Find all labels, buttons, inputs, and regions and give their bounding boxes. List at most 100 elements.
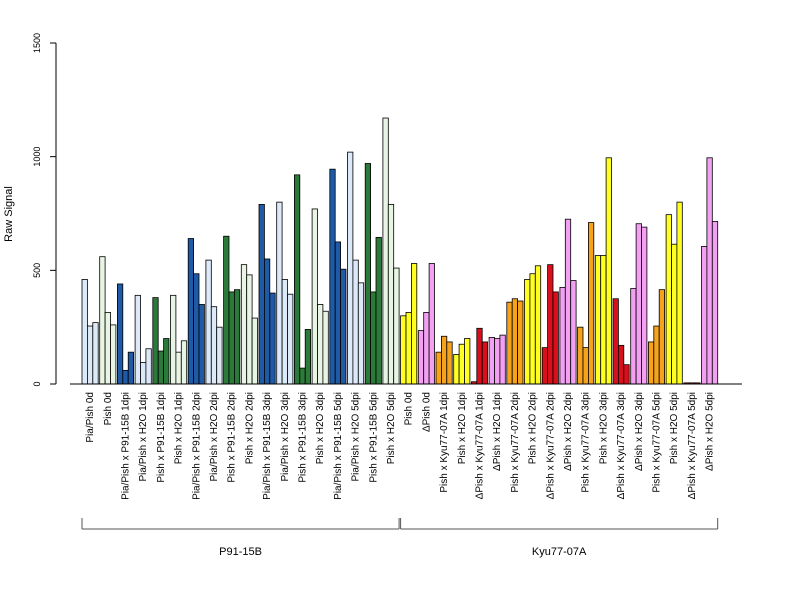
bar — [329, 168, 336, 385]
bar — [163, 338, 170, 385]
bar — [92, 322, 99, 385]
bar — [582, 347, 589, 385]
bar — [127, 351, 134, 385]
bar — [630, 288, 637, 385]
bar — [81, 279, 88, 385]
x-tick-label: Pia/Pish x H2O 5dpi — [351, 392, 362, 482]
bar — [287, 293, 294, 385]
bar — [400, 315, 407, 385]
bar — [152, 297, 159, 385]
bar — [334, 241, 342, 385]
x-tick-label: ΔPish x H2O 2dpi — [563, 392, 574, 471]
x-tick-label: Pia/Pish x P91-15B 2dpi — [191, 392, 202, 500]
bar — [205, 259, 212, 385]
x-tick-label: Pish x Kyu77-07A 2dpi — [510, 392, 521, 493]
bar — [352, 259, 359, 385]
bar — [534, 265, 542, 385]
bar — [99, 256, 106, 385]
bar — [706, 157, 713, 385]
x-tick-label: ΔPish x Kyu77-07A 1dpi — [475, 392, 486, 499]
x-tick-label: Pish x H2O 2dpi — [528, 392, 539, 464]
bar — [134, 294, 141, 385]
bar — [223, 235, 230, 385]
bar — [299, 367, 306, 385]
x-tick-label: ΔPish x H2O 5dpi — [705, 392, 716, 471]
bar — [623, 364, 630, 385]
bar — [317, 304, 324, 385]
x-tick-label: Pish x P91-15B 1dpi — [156, 392, 167, 483]
x-tick-label: Pish x H2O 3dpi — [315, 392, 326, 464]
bar — [375, 236, 382, 385]
bar — [446, 341, 453, 385]
x-tick-label: Pish x H2O 3dpi — [598, 392, 609, 464]
bar — [293, 174, 301, 385]
bar — [552, 291, 559, 385]
bar — [577, 326, 584, 385]
bar — [541, 347, 549, 385]
bar — [387, 204, 395, 385]
x-tick-label: Pia/Pish x H2O 3dpi — [280, 392, 291, 482]
bar — [648, 341, 655, 385]
x-tick-label: Pish x P91-15B 3dpi — [298, 392, 309, 483]
bar — [559, 286, 566, 385]
bar — [658, 289, 666, 385]
group-brackets: P91-15B Kyu77-07A — [81, 518, 719, 558]
bar — [170, 294, 177, 385]
x-tick-label: Pish x P91-15B 2dpi — [227, 392, 238, 483]
x-tick-label: Pia/Pish x P91-15B 1dpi — [121, 392, 132, 500]
group-label: P91-15B — [219, 546, 262, 558]
bar — [382, 117, 389, 385]
bar — [711, 221, 719, 385]
x-tick-label: Pish x H2O 2dpi — [244, 392, 255, 464]
x-tick-label: Pish x Kyu77-07A 3dpi — [581, 392, 592, 493]
y-axis: 0 500 1000 1500 — [32, 33, 57, 387]
bar — [140, 361, 147, 385]
y-tick-label: 1000 — [32, 147, 42, 167]
bar — [653, 325, 660, 385]
bar — [110, 324, 117, 385]
bar — [458, 343, 465, 385]
bar — [175, 351, 182, 385]
x-tick-labels: Pia/Pish 0d Pish 0d Pia/Pish x P91-15B 1dp… — [85, 392, 716, 500]
bar — [251, 317, 258, 385]
bar — [453, 354, 460, 385]
y-tick-label: 1500 — [32, 33, 42, 53]
bar — [605, 157, 612, 385]
bar — [476, 327, 483, 385]
x-tick-label: Pia/Pish x P91-15B 3dpi — [262, 392, 273, 500]
bar — [417, 330, 425, 385]
bar — [665, 214, 672, 385]
bar — [304, 329, 312, 385]
bar — [517, 300, 524, 385]
bar — [193, 273, 200, 385]
bar — [405, 311, 412, 385]
bar — [117, 283, 124, 385]
x-tick-label: Pish x H2O 5dpi — [386, 392, 397, 464]
bar — [311, 208, 318, 385]
bar — [635, 223, 642, 385]
bar — [228, 291, 235, 385]
bar — [594, 255, 602, 385]
x-tick-label: Pia/Pish 0d — [85, 392, 96, 443]
bar — [322, 310, 329, 385]
x-tick-label: Pish x P91-15B 5dpi — [368, 392, 379, 483]
x-tick-label: Pia/Pish x H2O 1dpi — [138, 392, 149, 482]
x-tick-label: Pish x Kyu77-07A 1dpi — [439, 392, 450, 493]
x-tick-label: ΔPish x H2O 3dpi — [634, 392, 645, 471]
bar — [410, 263, 418, 385]
bar — [588, 222, 595, 385]
y-tick-label: 0 — [32, 381, 42, 386]
bar — [216, 326, 223, 385]
y-tick-label: 500 — [32, 263, 42, 278]
bar — [370, 291, 377, 385]
bar — [187, 238, 194, 385]
bar — [494, 338, 501, 385]
bar — [701, 246, 708, 385]
bar — [435, 351, 442, 385]
bar — [145, 348, 152, 385]
bars-group — [81, 117, 719, 385]
bar — [258, 204, 265, 385]
bar — [269, 292, 276, 385]
bar — [612, 298, 619, 385]
